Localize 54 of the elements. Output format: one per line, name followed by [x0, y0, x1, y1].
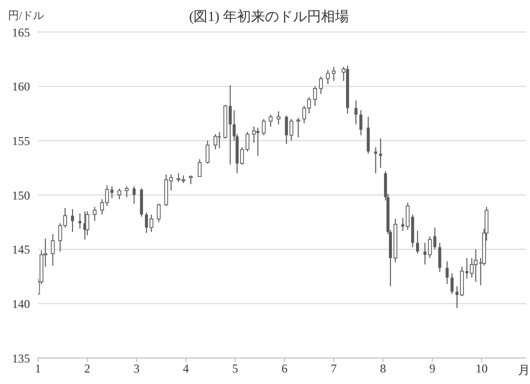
y-axis-title: 円/ドル	[8, 9, 44, 23]
candlestick	[416, 230, 420, 254]
x-tick-label: 8	[380, 362, 386, 376]
candlestick	[474, 248, 478, 282]
candlestick	[85, 210, 90, 236]
candlestick	[256, 127, 260, 156]
x-axis-title: 月	[518, 362, 530, 379]
candlestick	[379, 138, 382, 168]
candlestick	[450, 272, 454, 294]
candlestick	[359, 110, 362, 136]
candlestick	[446, 260, 449, 285]
candlestick	[326, 70, 330, 85]
x-tick-label: 4	[182, 362, 189, 376]
candlestick	[198, 158, 202, 178]
candlestick	[268, 114, 273, 128]
candlestick	[313, 86, 317, 106]
y-tick-label: 140	[12, 296, 30, 311]
candlestick	[276, 110, 280, 125]
candlestick	[296, 117, 300, 138]
chart-title: (図1) 年初来のドル円相場	[189, 10, 349, 25]
x-tick-label: 7	[330, 362, 337, 376]
candlestick	[218, 131, 221, 149]
candlestick	[332, 66, 336, 82]
candlestick	[78, 212, 82, 230]
candlestick	[117, 188, 122, 200]
candlestick	[206, 140, 210, 164]
x-tick-label: 10	[476, 362, 488, 376]
candlestick	[149, 214, 154, 232]
x-tick-label: 9	[429, 362, 436, 376]
candlestick	[366, 116, 370, 154]
y-tick-label: 135	[12, 351, 30, 366]
candlestick	[50, 234, 55, 266]
x-tick-label: 5	[232, 362, 238, 376]
candlestick	[374, 146, 378, 174]
candlestick	[262, 118, 266, 136]
x-tick-label: 3	[134, 362, 140, 376]
candlestick	[289, 118, 294, 142]
y-tick-label: 145	[12, 242, 30, 257]
candlestick	[124, 186, 129, 198]
y-tick-label: 150	[12, 188, 30, 202]
candlestick	[438, 242, 442, 273]
candlestick	[132, 186, 136, 204]
candlestick	[354, 100, 358, 125]
candlestick	[156, 203, 161, 223]
x-tick-label: 6	[281, 362, 288, 376]
candlestick	[92, 206, 97, 222]
y-tick-label: 165	[12, 25, 30, 40]
candlestick	[319, 76, 323, 94]
candlestick	[71, 208, 74, 232]
x-tick-label: 2	[84, 362, 90, 376]
y-tick-label: 160	[12, 80, 30, 94]
x-tick-label: 1	[35, 362, 41, 376]
y-tick-label: 155	[12, 134, 30, 148]
candlestick	[214, 134, 218, 150]
